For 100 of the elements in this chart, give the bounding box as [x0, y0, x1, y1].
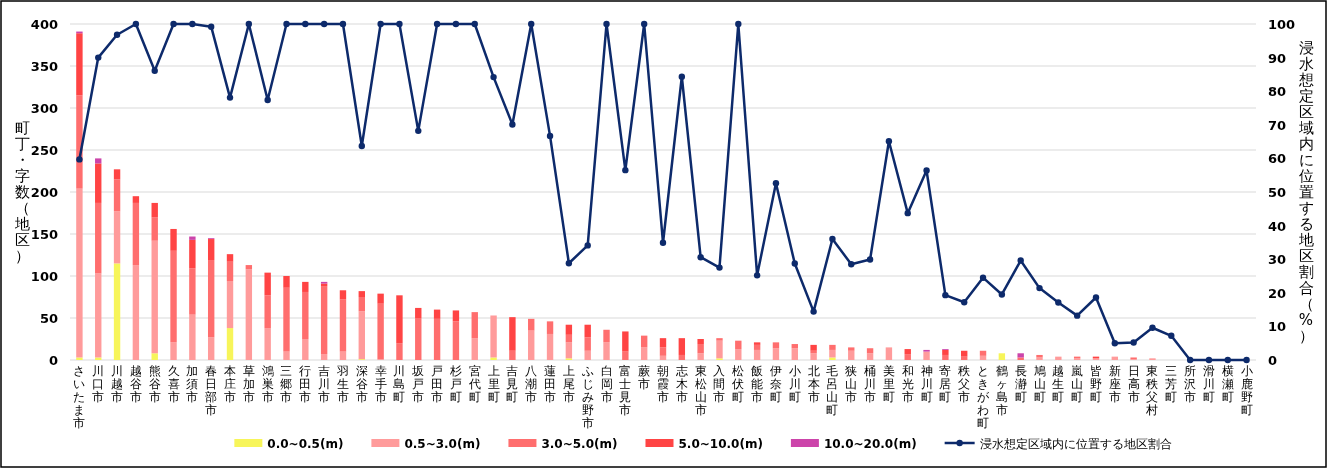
bar [226, 328, 234, 360]
bar [528, 318, 535, 331]
bar [377, 293, 384, 304]
bar [753, 349, 761, 360]
bar [452, 321, 460, 360]
bar [302, 291, 309, 339]
bar [170, 228, 177, 251]
x-tick-label: 毛呂山町 [826, 364, 839, 418]
x-tick-label: 熊谷市 [148, 364, 161, 405]
x-tick-label: 本庄市 [224, 364, 237, 405]
legend-label: 10.0~20.0(m) [823, 437, 917, 451]
bar [151, 240, 158, 354]
x-tick-label: 北本市 [807, 364, 820, 405]
bar [358, 311, 365, 360]
bar [829, 349, 836, 358]
y2-tick-label: 10 [1268, 319, 1287, 335]
bar [772, 348, 780, 360]
bar [584, 324, 591, 338]
bar [753, 342, 761, 345]
bar [471, 312, 478, 339]
bar [810, 353, 817, 360]
x-tick-label: 鴻巣市 [261, 364, 274, 405]
bar [189, 314, 196, 360]
bar [603, 329, 610, 343]
x-tick-label: 志木市 [675, 364, 688, 405]
x-tick-label: 行田市 [299, 364, 312, 405]
bar [584, 350, 591, 360]
x-tick-label: 幸手市 [374, 364, 387, 405]
bar [509, 350, 516, 360]
legend-label: 5.0~10.0(m) [678, 437, 763, 451]
x-tick-label: 寄居町 [939, 364, 952, 405]
bar [113, 211, 121, 264]
bar [697, 344, 704, 354]
x-tick-label: 羽生市 [335, 364, 349, 405]
text: 浸水想定区域内に位置する地区割合（%） [1298, 38, 1314, 345]
bar [95, 357, 102, 360]
bar [753, 344, 761, 350]
bar [735, 349, 742, 360]
y2-tick-label: 20 [1268, 285, 1287, 301]
bar [320, 354, 328, 360]
bar [528, 330, 535, 360]
bar [95, 163, 102, 203]
x-tick-label: 杉戸町 [448, 364, 462, 405]
x-tick-label: 横瀬町 [1221, 364, 1234, 405]
x-tick-label: ふじみ野市 [580, 364, 594, 431]
bar [396, 295, 403, 344]
bar [433, 309, 441, 319]
bar [979, 350, 987, 356]
x-tick-label: 新座市 [1108, 364, 1121, 405]
y2-tick-label: 100 [1268, 17, 1296, 32]
bar [622, 351, 629, 360]
bar [678, 354, 686, 360]
bar [170, 250, 177, 343]
bar [151, 202, 158, 218]
bar [716, 340, 723, 359]
bar [415, 318, 422, 360]
bar [113, 179, 121, 212]
x-tick-label: 上尾市 [562, 364, 575, 405]
bar [189, 236, 196, 240]
bar [302, 339, 309, 360]
x-tick-label: 宮代町 [467, 364, 481, 405]
bar [132, 202, 140, 266]
bar [226, 281, 234, 329]
x-tick-label: 蓮田市 [544, 364, 557, 405]
bar [584, 337, 591, 351]
x-tick-label: 東松山市 [694, 364, 707, 418]
x-tick-label: 朝霞市 [657, 364, 669, 405]
bar [320, 286, 328, 355]
y-tick-label: 0 [48, 353, 58, 368]
x-tick-label: 長瀞町 [1014, 364, 1027, 405]
bar [565, 342, 573, 359]
bar [226, 261, 234, 282]
y2-tick-label: 70 [1268, 117, 1287, 133]
y-tick-label: 250 [30, 143, 58, 158]
bar [76, 188, 83, 358]
x-tick-label: 越谷市 [129, 364, 142, 405]
bar [716, 338, 723, 341]
bar [961, 350, 968, 357]
x-tick-label: 鳩山町 [1033, 364, 1046, 405]
bar [829, 344, 836, 350]
bar [452, 310, 460, 322]
x-tick-label: 皆野町 [1089, 364, 1102, 405]
bar [810, 344, 817, 351]
bar [659, 347, 667, 356]
y2-tick-label: 50 [1268, 185, 1287, 200]
x-tick-label: 秩父市 [958, 364, 971, 405]
bar [848, 350, 855, 360]
x-tick-label: 入間市 [713, 364, 726, 405]
x-tick-label: 草加市 [242, 364, 255, 405]
x-tick-label: 坂戸市 [411, 364, 425, 405]
bar [490, 315, 497, 358]
bar [471, 338, 478, 360]
y-tick-label: 100 [30, 269, 58, 284]
x-tick-label: 白岡市 [600, 364, 613, 405]
bar [885, 347, 893, 360]
bar [151, 217, 158, 241]
x-tick-label: 八潮市 [525, 364, 538, 405]
bar [189, 239, 196, 269]
y-tick-label: 150 [30, 227, 58, 242]
bar [132, 265, 140, 360]
